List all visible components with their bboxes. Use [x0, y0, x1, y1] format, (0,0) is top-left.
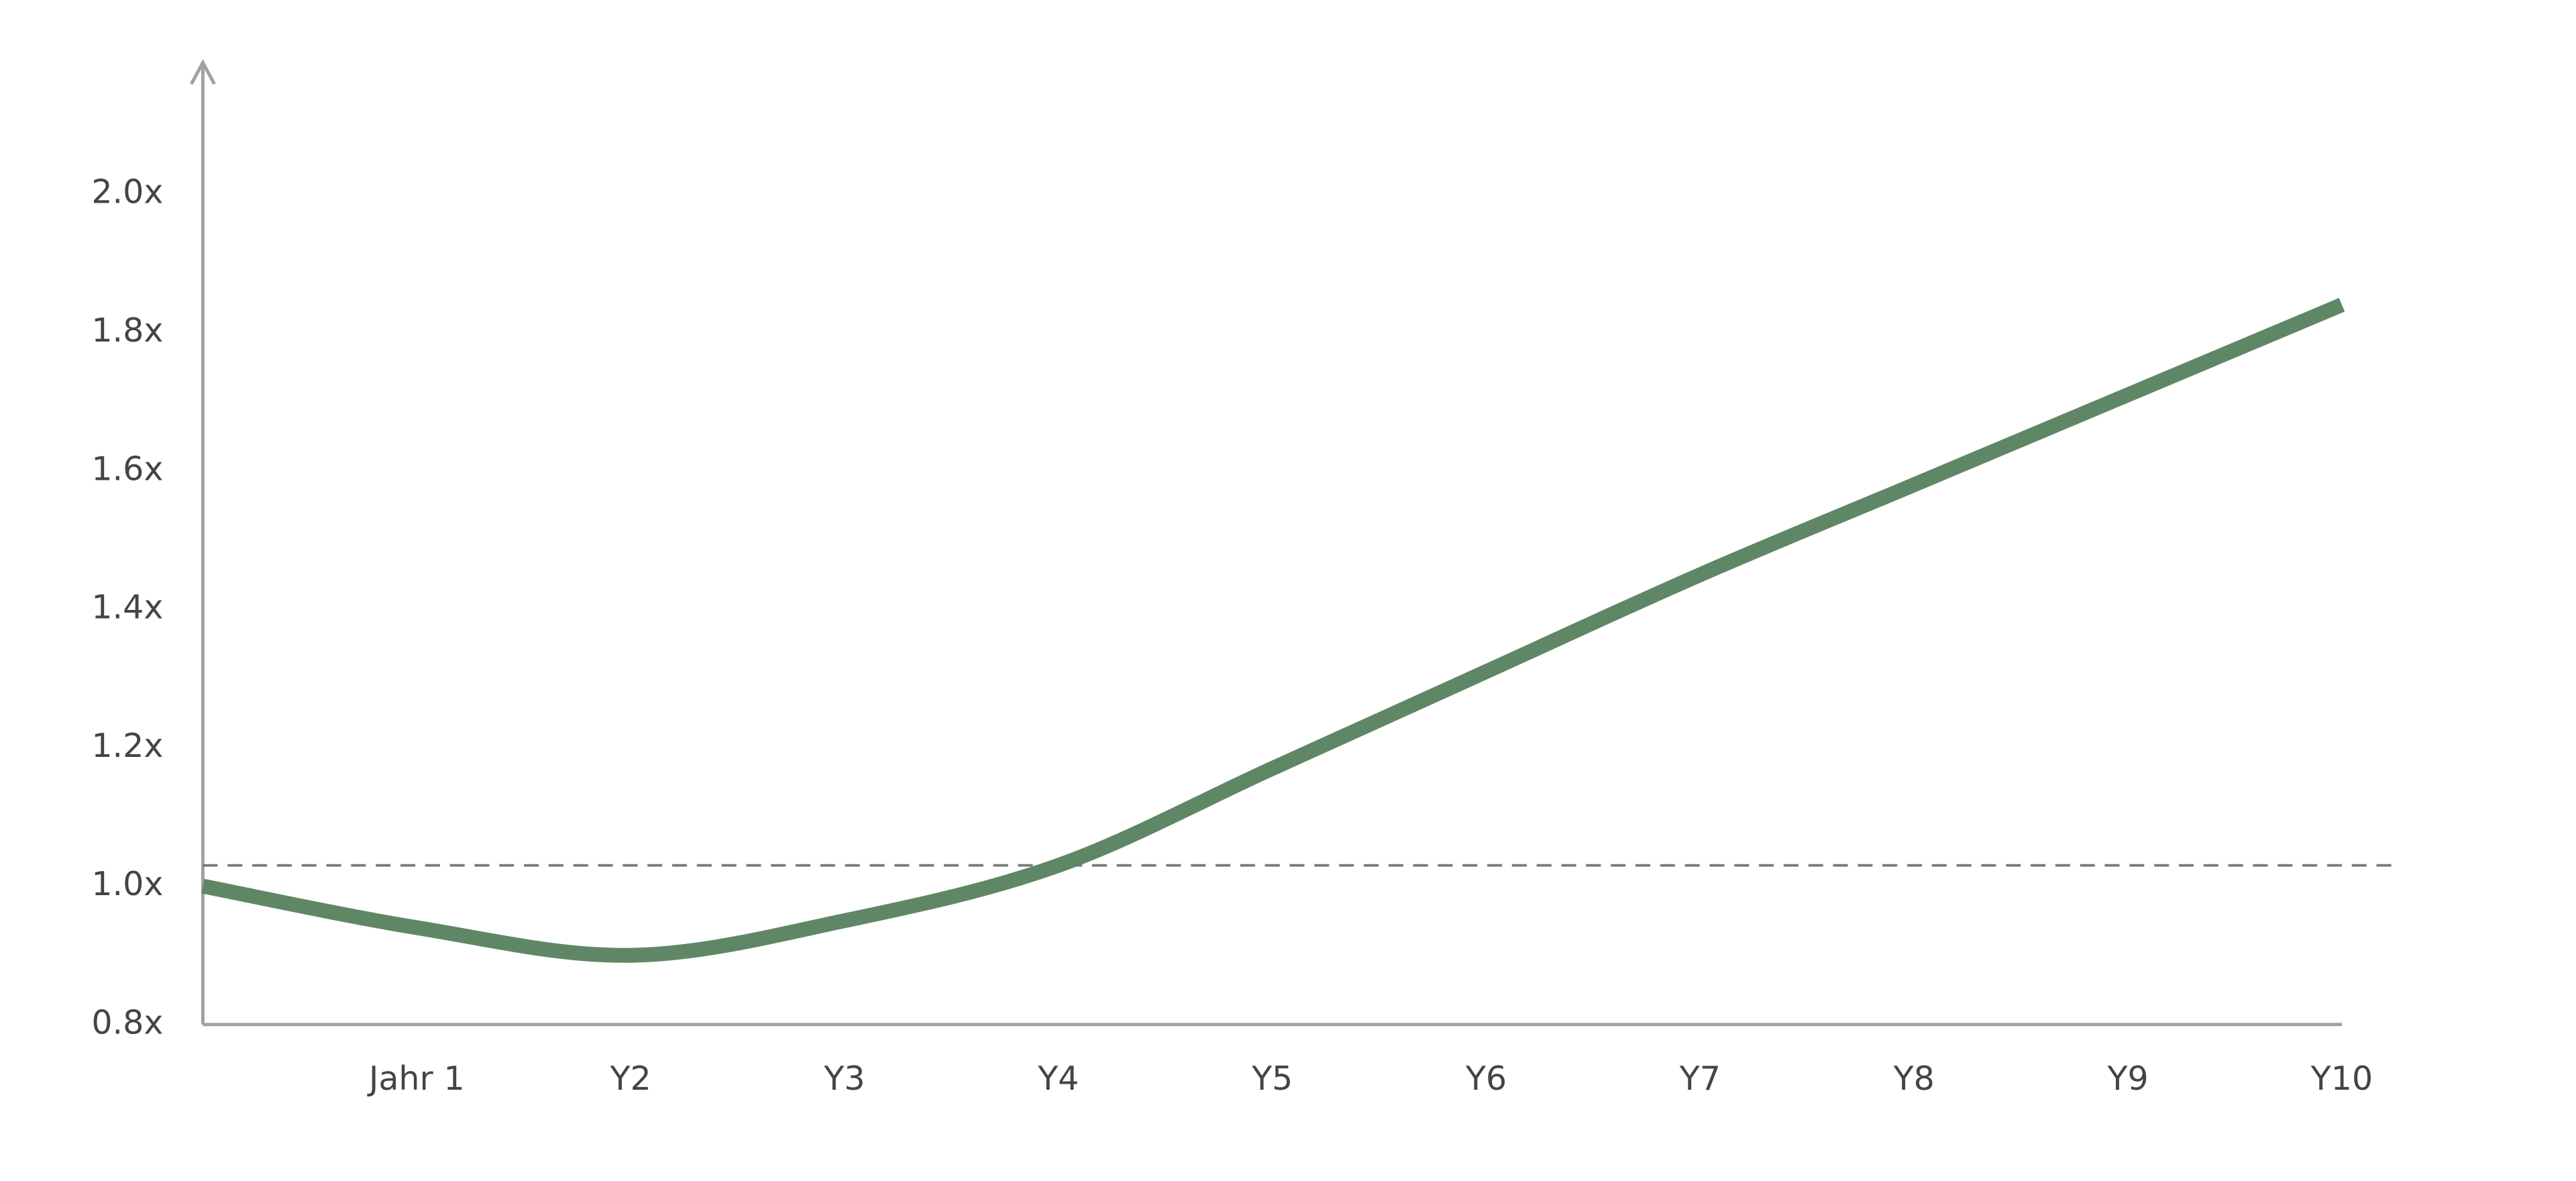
x-tick-label: Y4 [1037, 1059, 1079, 1098]
x-tick-label: Y2 [609, 1059, 651, 1098]
data-line [201, 298, 2345, 963]
y-axis-arrow [190, 59, 216, 85]
y-tick-label: 2.0x [91, 172, 163, 211]
y-tick-label: 1.2x [91, 726, 163, 765]
y-tick-label: 1.6x [91, 449, 163, 488]
x-tick-label: Y3 [823, 1059, 865, 1098]
y-tick-label: 1.8x [91, 311, 163, 350]
x-tick-label: Y5 [1251, 1059, 1293, 1098]
x-tick-label: Y10 [2310, 1059, 2373, 1098]
x-tick-label: Y9 [2107, 1059, 2149, 1098]
x-tick-label: Y7 [1679, 1059, 1721, 1098]
y-tick-label: 0.8x [91, 1003, 163, 1041]
x-tick-label: Jahr 1 [367, 1059, 465, 1098]
x-tick-label: Y8 [1893, 1059, 1935, 1098]
x-tick-label: Y6 [1465, 1059, 1507, 1098]
y-tick-label: 1.0x [91, 864, 163, 903]
y-tick-label: 1.4x [91, 588, 163, 627]
